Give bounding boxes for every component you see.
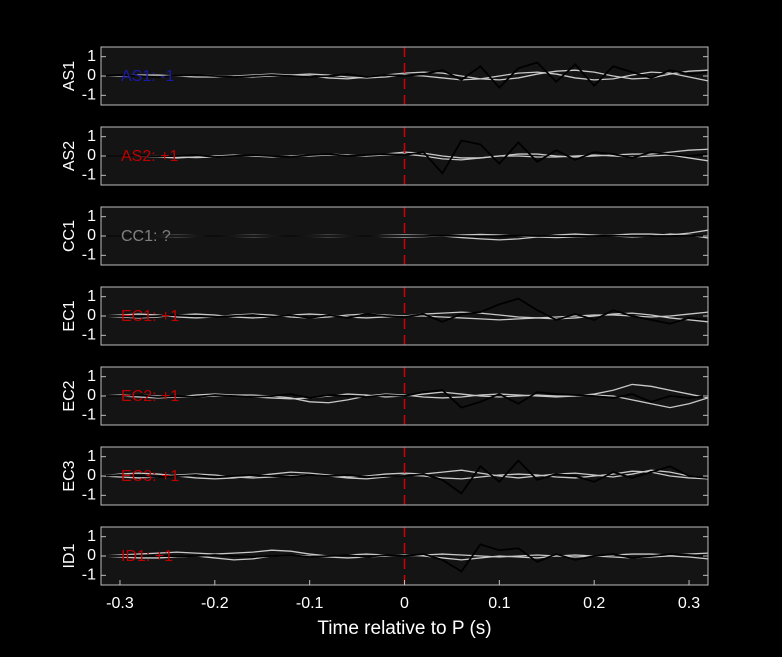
trace [100,459,709,495]
x-tick-label: 0.3 [678,595,700,612]
y-axis-label: EC3 [61,460,78,491]
y-tick-label: -1 [82,407,96,424]
x-tick-label: -0.1 [296,595,324,612]
trace [100,554,709,561]
y-axis-label: EC2 [61,380,78,411]
y-tick-label: 1 [87,368,96,385]
x-axis-label: Time relative to P (s) [317,618,491,639]
y-axis-label: ID1 [61,543,78,568]
annotation: EC2: +1 [121,388,179,405]
annotation: EC1: +1 [121,308,179,325]
y-tick-label: -1 [82,247,96,264]
y-tick-label: -1 [82,87,96,104]
y-tick-label: 1 [87,128,96,145]
trace [101,297,709,325]
x-tick-label: -0.2 [201,595,229,612]
trace [101,69,709,81]
y-tick-label: 1 [87,288,96,305]
y-tick-label: 0 [87,387,96,404]
y-tick-label: 0 [87,467,96,484]
y-axis-label: AS2 [61,141,78,171]
y-tick-label: 1 [87,528,96,545]
annotation: ID1: +1 [121,548,173,565]
x-tick-label: 0.2 [583,595,605,612]
annotation: CC1: ? [121,228,171,245]
y-tick-label: -1 [82,327,96,344]
trace [101,543,709,573]
annotation: AS2: +1 [121,148,178,165]
x-tick-label: -0.3 [106,595,134,612]
y-tick-label: -1 [82,487,96,504]
y-tick-label: -1 [82,167,96,184]
annotation: AS1: -1 [121,68,174,85]
y-tick-label: 1 [87,208,96,225]
y-axis-label: EC1 [61,300,78,331]
y-axis-label: AS1 [61,61,78,91]
y-tick-label: 1 [87,448,96,465]
y-tick-label: 0 [87,547,96,564]
trace [101,389,709,409]
y-tick-label: 0 [87,227,96,244]
y-axis-label: CC1 [61,220,78,252]
annotation: EC3: +1 [121,468,179,485]
trace [100,311,709,321]
trace [101,153,709,162]
x-tick-label: 0 [400,595,409,612]
trace [101,139,709,175]
trace [100,61,709,89]
trace [101,234,709,238]
y-tick-label: 0 [87,147,96,164]
x-tick-label: 0.1 [488,595,510,612]
y-tick-label: 0 [87,307,96,324]
y-tick-label: 0 [87,67,96,84]
y-tick-label: -1 [82,567,96,584]
y-tick-label: 1 [87,48,96,65]
